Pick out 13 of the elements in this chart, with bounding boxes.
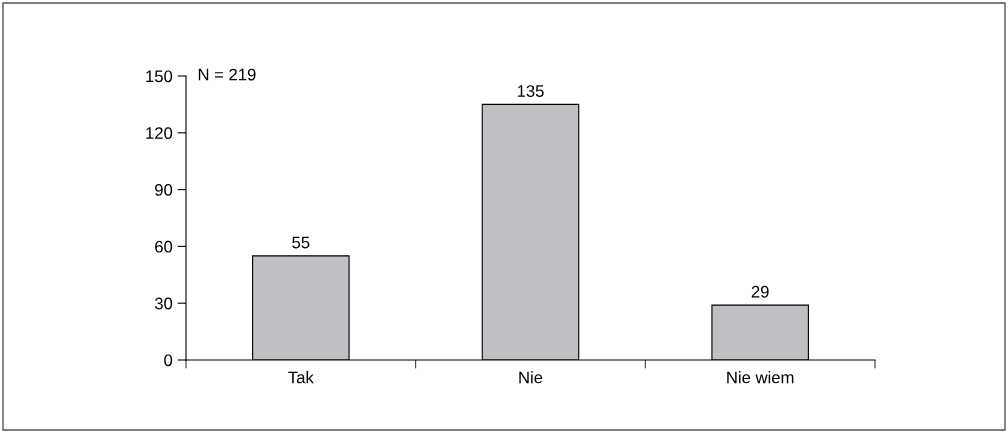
y-tick-label: 150 [146, 70, 173, 83]
data-label: 29 [751, 285, 769, 298]
x-tick-label: Nie [519, 371, 543, 384]
y-tick-label: 30 [154, 297, 173, 310]
y-tick-label: 90 [155, 184, 173, 196]
data-label: 135 [517, 85, 544, 97]
x-tick-label: Tak [288, 371, 314, 384]
y-tick-label: 60 [155, 240, 173, 253]
y-tick-label: 120 [146, 127, 173, 139]
x-tick-label: Nie wiem [727, 371, 794, 384]
y-tick-label: 0 [164, 354, 173, 367]
data-label: 55 [292, 236, 310, 249]
annotation: N = 219 [198, 68, 256, 81]
